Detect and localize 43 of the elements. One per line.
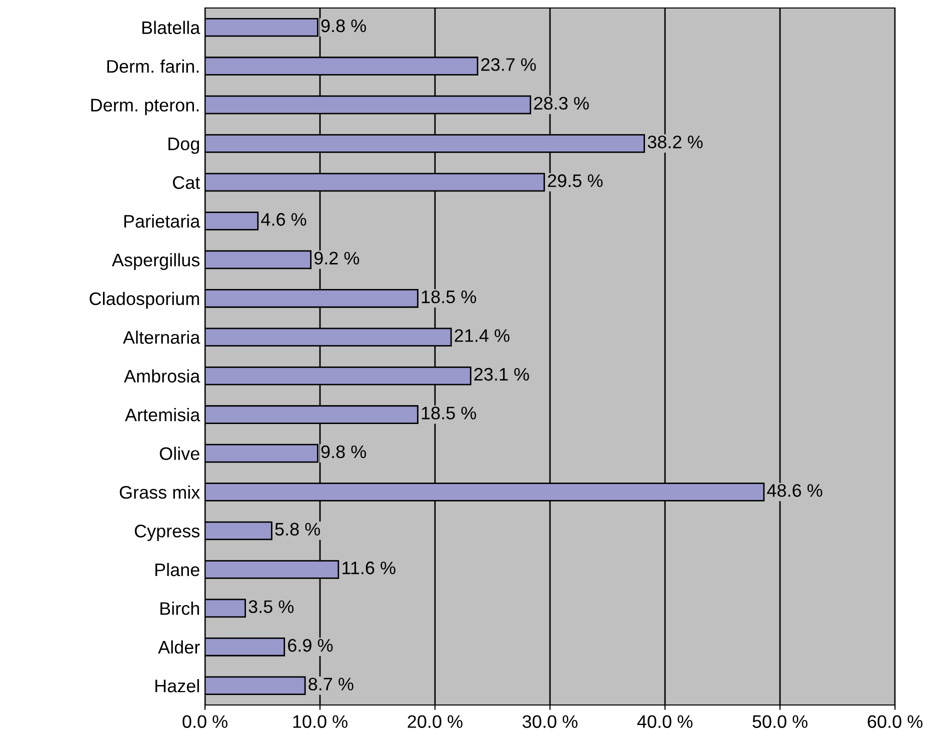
x-tick-label: 10.0 %	[293, 715, 348, 728]
data-label: 21.4 %	[454, 329, 510, 342]
data-label: 48.6 %	[767, 484, 822, 497]
y-tick-label: Hazel	[155, 679, 199, 692]
y-tick-label: Cypress	[134, 524, 200, 542]
y-tick-label: Blatella	[142, 20, 200, 34]
data-label: 9.2 %	[314, 252, 360, 265]
data-label: 9.8 %	[321, 19, 366, 32]
data-label: 18.5 %	[422, 290, 476, 304]
y-tick-label: Derm. farin.	[107, 60, 198, 73]
y-tick-label: Artemisia	[124, 408, 200, 422]
y-tick-label: Dog	[168, 138, 199, 154]
data-label: 3.5 %	[248, 600, 294, 614]
y-tick-label: Alder	[158, 640, 200, 654]
data-label: 4.6 %	[261, 213, 306, 226]
y-tick-label: Plane	[155, 562, 200, 576]
x-tick-label: 0.0 %	[182, 715, 228, 728]
y-tick-label: Cladosporium	[90, 292, 199, 309]
data-label: 5.8 %	[275, 522, 320, 536]
data-label: 9.8 %	[321, 445, 366, 458]
data-label: 28.3 %	[534, 96, 589, 110]
data-label: 23.1 %	[474, 368, 529, 381]
y-tick-label: Grass mix	[120, 485, 200, 499]
data-label: 29.5 %	[548, 174, 603, 188]
data-label: 38.2 %	[648, 136, 703, 148]
x-tick-label: 60.0 %	[868, 715, 922, 728]
y-tick-label: Derm. pteron.	[91, 98, 198, 116]
y-tick-label: Aspergillus	[112, 253, 200, 270]
data-label: 18.5 %	[422, 406, 476, 420]
y-tick-label: Parietaria	[124, 214, 200, 228]
data-label: 23.7 %	[481, 58, 536, 71]
x-tick-label: 30.0 %	[522, 715, 578, 728]
data-label: 6.9 %	[288, 638, 333, 652]
x-tick-label: 50.0 %	[752, 715, 808, 728]
x-tick-label: 40.0 %	[637, 715, 692, 728]
y-tick-label: Ambrosia	[124, 369, 200, 383]
data-label: 11.6 %	[342, 562, 396, 574]
x-tick-label: 20.0 %	[408, 715, 462, 728]
y-tick-label: Cat	[172, 176, 200, 189]
y-tick-label: Birch	[160, 602, 199, 615]
data-label: 8.7 %	[308, 678, 354, 690]
y-tick-label: Alternaria	[122, 330, 200, 344]
y-tick-label: Olive	[160, 446, 200, 460]
